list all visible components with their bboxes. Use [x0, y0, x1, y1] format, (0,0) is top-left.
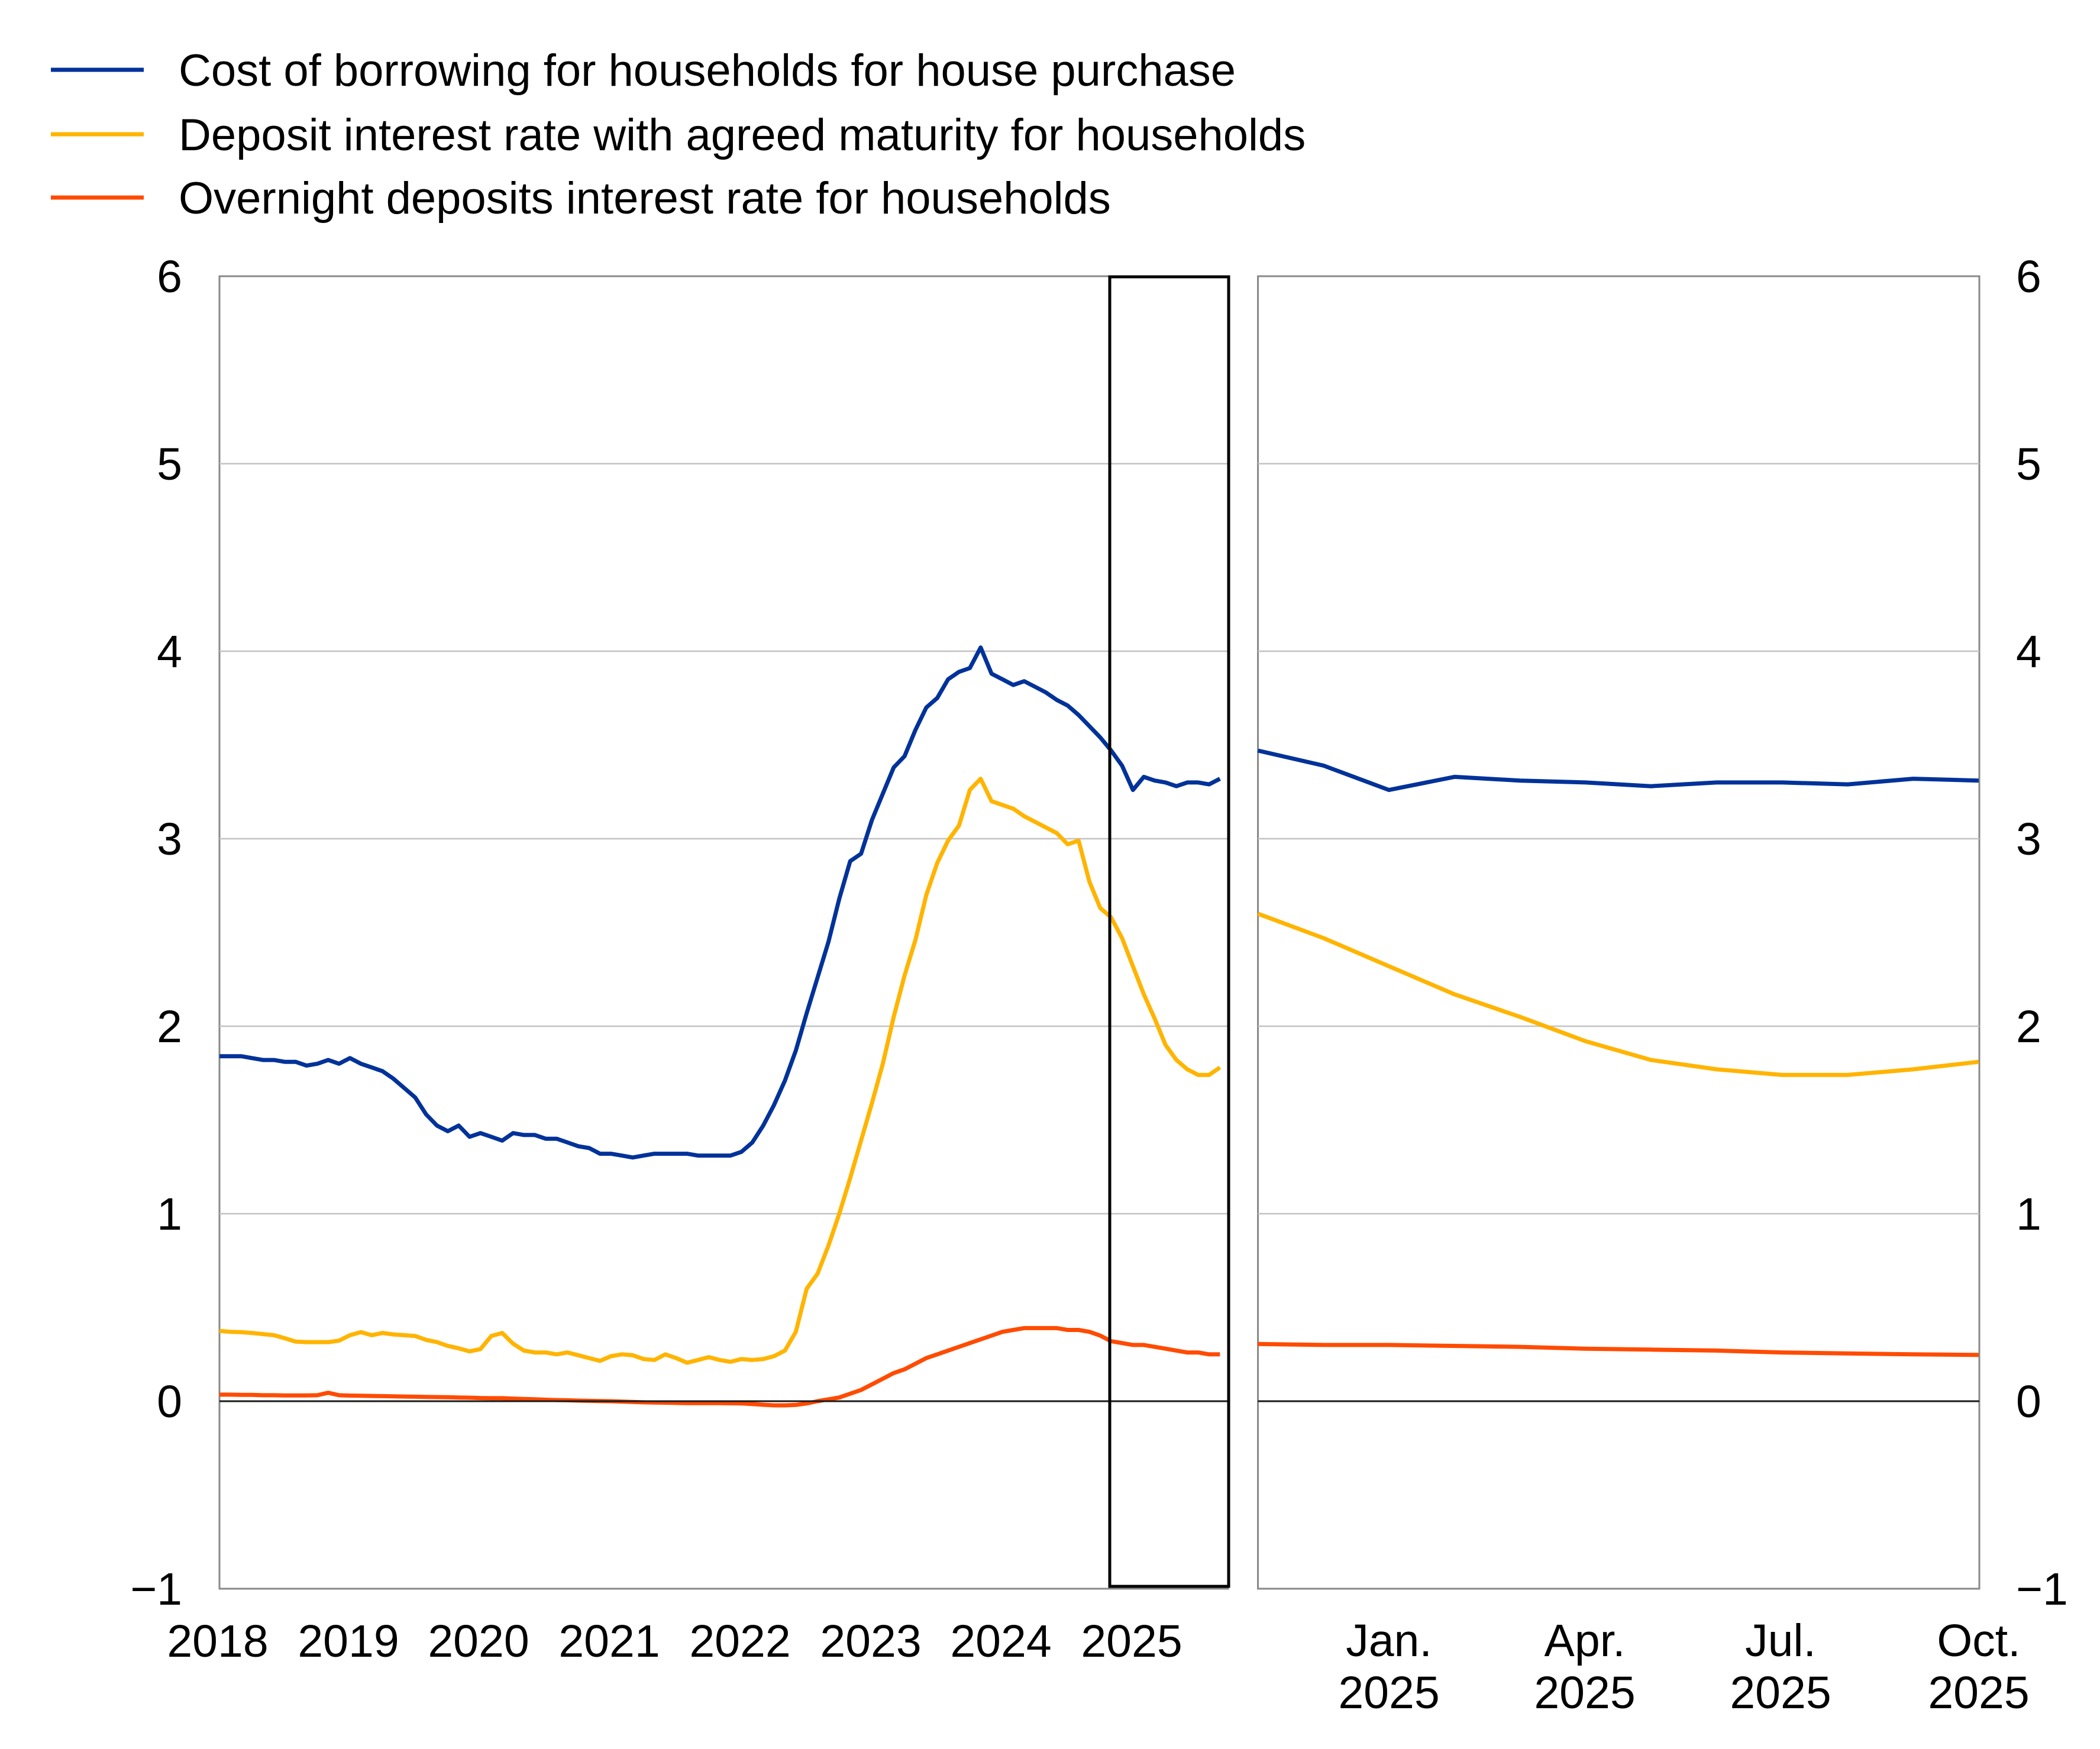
svg-text:6: 6	[2016, 251, 2041, 302]
svg-text:Apr.: Apr.	[1545, 1615, 1626, 1666]
svg-text:2025: 2025	[1730, 1667, 1831, 1718]
svg-text:2023: 2023	[820, 1616, 921, 1667]
svg-text:2: 2	[2016, 1001, 2041, 1052]
svg-text:0: 0	[2016, 1376, 2041, 1427]
svg-text:Jan.: Jan.	[1346, 1615, 1432, 1666]
svg-text:3: 3	[157, 814, 182, 865]
svg-text:Cost of borrowing for househol: Cost of borrowing for households for hou…	[179, 46, 1236, 96]
svg-text:2025: 2025	[1338, 1667, 1439, 1718]
svg-text:−1: −1	[130, 1564, 182, 1615]
svg-text:0: 0	[157, 1376, 182, 1427]
svg-text:2021: 2021	[558, 1616, 660, 1667]
svg-text:Oct.: Oct.	[1937, 1615, 2020, 1666]
svg-text:2020: 2020	[428, 1616, 529, 1667]
svg-text:6: 6	[157, 251, 182, 302]
svg-text:Jul.: Jul.	[1745, 1615, 1816, 1666]
svg-text:−1: −1	[2016, 1564, 2068, 1615]
svg-text:2019: 2019	[298, 1616, 399, 1667]
svg-text:2025: 2025	[1081, 1616, 1182, 1667]
svg-text:1: 1	[2016, 1189, 2041, 1240]
svg-text:Deposit interest rate with agr: Deposit interest rate with agreed maturi…	[179, 110, 1306, 160]
svg-text:Overnight deposits interest ra: Overnight deposits interest rate for hou…	[179, 173, 1111, 224]
svg-text:2018: 2018	[167, 1616, 268, 1667]
svg-text:5: 5	[157, 439, 182, 490]
svg-text:1: 1	[157, 1189, 182, 1240]
svg-text:4: 4	[157, 626, 182, 677]
svg-text:4: 4	[2016, 626, 2041, 677]
svg-text:2025: 2025	[1534, 1667, 1635, 1718]
svg-text:2022: 2022	[689, 1616, 790, 1667]
svg-text:2024: 2024	[950, 1616, 1051, 1667]
svg-text:5: 5	[2016, 439, 2041, 490]
svg-text:2: 2	[157, 1001, 182, 1052]
svg-text:2025: 2025	[1928, 1667, 2029, 1718]
svg-text:3: 3	[2016, 814, 2041, 865]
